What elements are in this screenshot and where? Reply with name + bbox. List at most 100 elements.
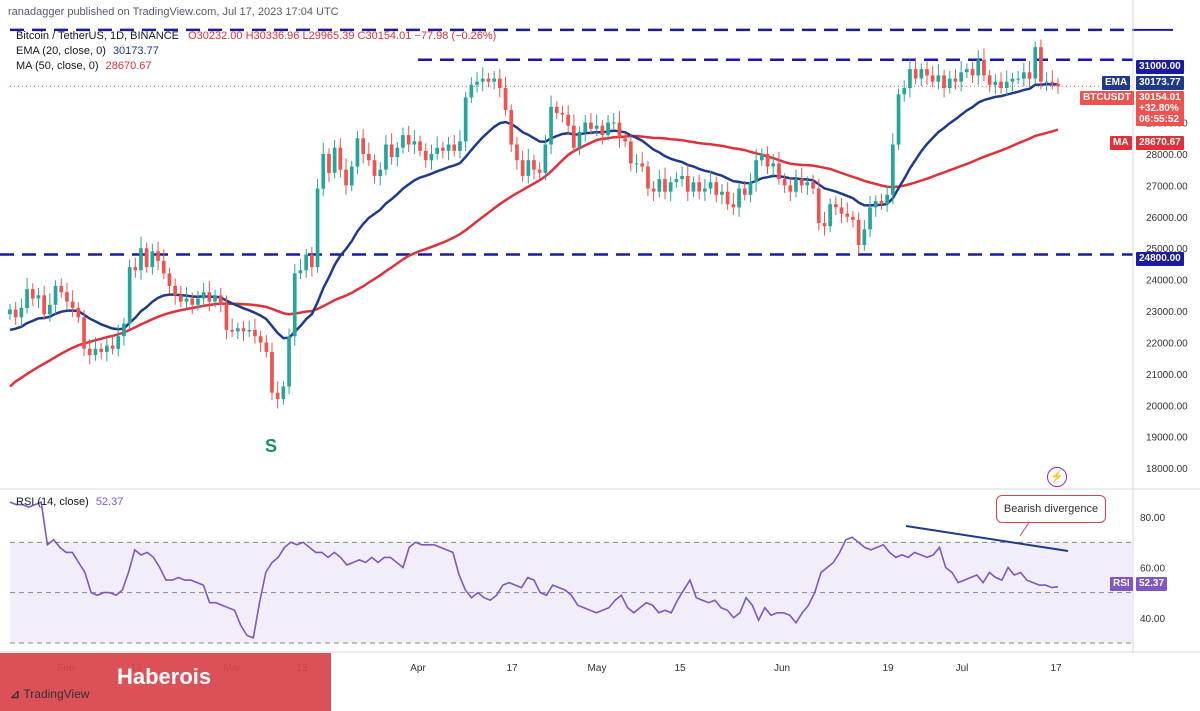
ema-legend: EMA (20, close, 0) 30173.77 — [16, 45, 159, 57]
candle-body — [509, 110, 514, 145]
lightning-icon[interactable]: ⚡ — [1047, 467, 1067, 487]
candle-body — [275, 392, 280, 399]
candle-body — [42, 295, 46, 315]
divergence-trendline — [905, 525, 1069, 552]
candle-body — [851, 216, 855, 220]
candle-body — [441, 147, 445, 151]
candle-body — [532, 160, 536, 170]
time-tick-label: 19 — [882, 663, 894, 674]
candle-body — [651, 188, 656, 192]
candle-body — [856, 219, 861, 245]
candle-body — [919, 69, 924, 79]
candle-body — [868, 207, 872, 230]
candle-body — [708, 182, 713, 189]
candle-body — [338, 147, 343, 170]
candle-body — [982, 59, 986, 76]
candle-body — [754, 160, 758, 183]
ma-50-path — [9, 128, 1059, 388]
candle-body — [657, 179, 662, 192]
candle-body — [720, 191, 724, 195]
price-change: +32.80% — [1139, 103, 1179, 114]
candle-body — [680, 176, 684, 180]
candle-body — [327, 154, 331, 173]
watermark-banner — [0, 653, 331, 711]
last-price: 30154.01 — [1139, 92, 1181, 103]
candle-body — [617, 122, 622, 139]
candle-body — [674, 179, 679, 183]
rsi-axis: 80.00 60.00 40.00 — [1140, 513, 1165, 625]
rsi-tick-label: 60.00 — [1140, 563, 1165, 574]
candle-body — [253, 329, 257, 337]
candle-body — [811, 182, 815, 189]
rsi-pane — [9, 500, 1133, 644]
candle-body — [372, 160, 377, 176]
candle-body — [560, 113, 565, 115]
price-tick-label: 18000.00 — [1146, 464, 1188, 475]
candle-body — [384, 144, 388, 170]
ma-legend-label: MA (50, close, 0) — [16, 60, 99, 72]
tradingview-logo-text: TradingView — [23, 687, 90, 701]
candle-body — [418, 141, 422, 151]
time-tick-label: Jun — [774, 663, 790, 674]
tradingview-logo-icon: ⊿ — [10, 687, 24, 701]
candle-body — [76, 307, 81, 318]
candle-body — [82, 317, 86, 349]
candle-body — [190, 298, 195, 305]
candle-body — [304, 254, 308, 271]
rsi-tick-label: 80.00 — [1140, 513, 1165, 524]
candle-body — [179, 295, 183, 302]
candle-body — [36, 295, 41, 299]
candle-body — [48, 304, 52, 315]
candle-body — [1004, 81, 1009, 88]
candle-body — [794, 179, 798, 192]
candle-body — [1027, 72, 1032, 79]
candle-body — [1022, 72, 1026, 79]
rsi-legend-value: 52.37 — [95, 496, 124, 508]
candle-body — [742, 188, 747, 195]
candle-body — [526, 160, 531, 176]
candle-body — [30, 289, 35, 299]
ema-20-path — [9, 82, 1059, 340]
candle-body — [589, 122, 593, 129]
symbol-tag: BTCUSDT — [1080, 91, 1134, 105]
rsi-legend: RSI (14, close) 52.37 — [16, 496, 123, 508]
time-tick-label: May — [588, 663, 607, 674]
candle-body — [230, 329, 234, 332]
candle-body — [122, 323, 126, 337]
candle-body — [577, 132, 582, 148]
candle-body — [691, 182, 696, 192]
candle-body — [218, 295, 223, 305]
candle-body — [1016, 78, 1020, 80]
bearish-divergence-text: Bearish divergence — [1003, 503, 1099, 515]
candle-body — [885, 194, 889, 205]
candle-body — [139, 248, 143, 271]
candle-body — [634, 163, 639, 165]
candle-body — [298, 270, 303, 274]
candle-body — [498, 78, 502, 88]
price-tick-label: 20000.00 — [1146, 401, 1188, 412]
candle-body — [799, 179, 804, 186]
ma-legend: MA (50, close, 0) 28670.67 — [16, 60, 152, 72]
candle-body — [520, 160, 525, 176]
candle-body — [378, 169, 383, 176]
candle-body — [241, 328, 246, 332]
candle-body — [207, 292, 212, 302]
price-tick-label: 24000.00 — [1146, 276, 1188, 287]
ema-price-badge: 30173.77 — [1136, 76, 1184, 90]
last-price-badge: 30154.01 +32.80% 06:55:52 — [1136, 91, 1184, 126]
candle-body — [896, 94, 901, 145]
time-tick-label: 17 — [1050, 663, 1062, 674]
candle-body — [600, 125, 605, 136]
symbol-name: Bitcoin / TetherUS, 1D, BINANCE — [16, 30, 180, 42]
candle-body — [537, 169, 542, 173]
price-tick-label: 23000.00 — [1146, 307, 1188, 318]
candle-body — [834, 204, 838, 208]
candle-body — [554, 106, 559, 114]
candle-body — [361, 138, 365, 154]
candle-body — [99, 348, 103, 352]
ema-20-line — [9, 82, 1059, 340]
candle-body — [116, 336, 121, 349]
time-tick-label: Apr — [410, 663, 426, 674]
candle-body — [315, 188, 320, 267]
candle-body — [936, 75, 941, 82]
